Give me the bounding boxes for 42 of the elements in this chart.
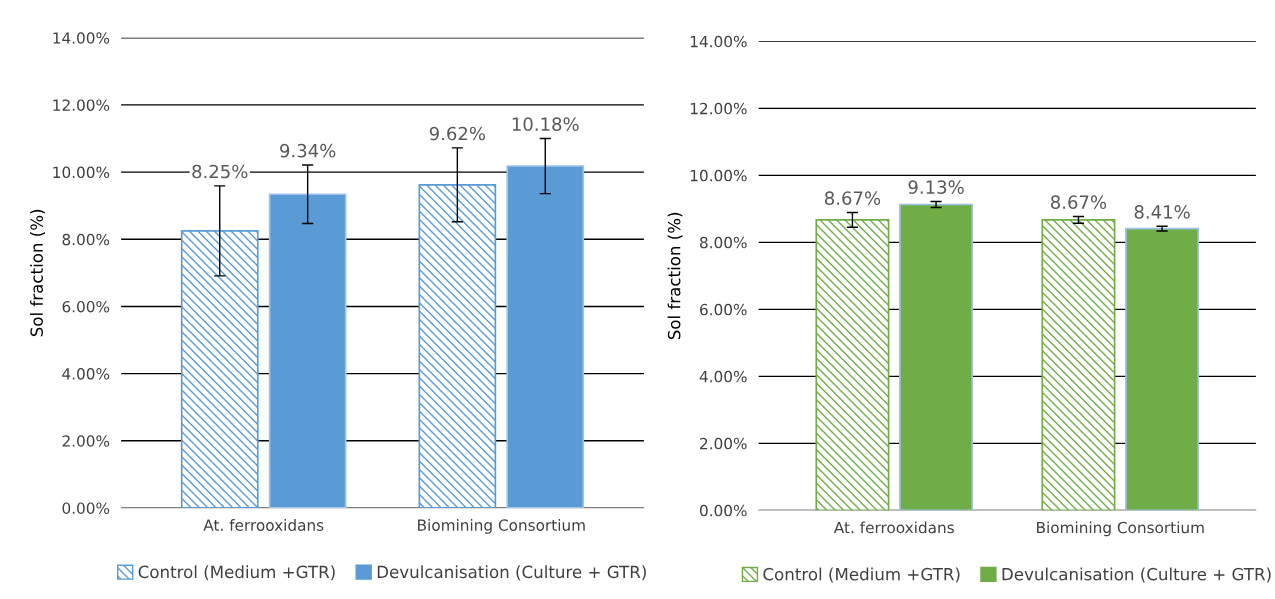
bar [180,230,259,508]
bar [418,184,497,508]
bar [268,193,347,508]
bar [506,165,585,508]
legend-label: Control (Medium +GTR) [138,565,335,581]
y-tick-label: 14.00% [690,35,747,48]
y-tick-label: 6.00% [700,303,747,316]
bar [899,203,974,511]
x-tick-label: At. ferrooxidans [203,519,324,531]
y-axis-title: Sol fraction (%) [667,212,683,340]
bar [1125,227,1200,511]
y-tick-label: 10.00% [690,169,747,182]
y-tick-label: 8.00% [700,236,747,249]
y-tick-label: 4.00% [62,368,110,380]
legend-label: Devulcanisation (Culture + GTR) [1002,567,1271,583]
data-label: 8.25% [192,164,248,179]
y-tick-label: 4.00% [699,370,747,383]
y-tick-label: 10.00% [53,166,110,179]
y-tick-label: 14.00% [53,32,110,44]
data-label: 9.62% [429,126,486,141]
legend-label: Devulcanisation (Culture + GTR) [377,565,646,581]
data-label: 8.41% [1134,205,1190,219]
y-axis-title: Sol fraction (%) [30,209,45,337]
data-label: 8.67% [824,191,881,205]
y-tick-label: 12.00% [690,102,747,115]
data-label: 8.67% [1050,195,1107,210]
x-tick-label: Biomining Consortium [1037,521,1204,537]
legend-label: Control (Medium +GTR) [763,567,960,583]
data-label: 10.18% [512,117,579,131]
y-tick-label: 12.00% [53,99,110,111]
bar [815,219,890,511]
y-tick-label: 0.00% [699,504,747,517]
y-tick-label: 8.00% [62,233,110,246]
bar [1041,219,1116,511]
x-tick-label: At. ferrooxidans [833,521,954,534]
x-tick-label: Biomining Consortium [418,519,585,534]
data-label: 9.34% [280,143,336,158]
y-tick-label: 2.00% [700,437,747,450]
y-tick-label: 0.00% [62,502,110,514]
y-tick-label: 2.00% [62,435,110,447]
y-tick-label: 6.00% [62,300,110,313]
data-label: 9.13% [908,180,964,194]
